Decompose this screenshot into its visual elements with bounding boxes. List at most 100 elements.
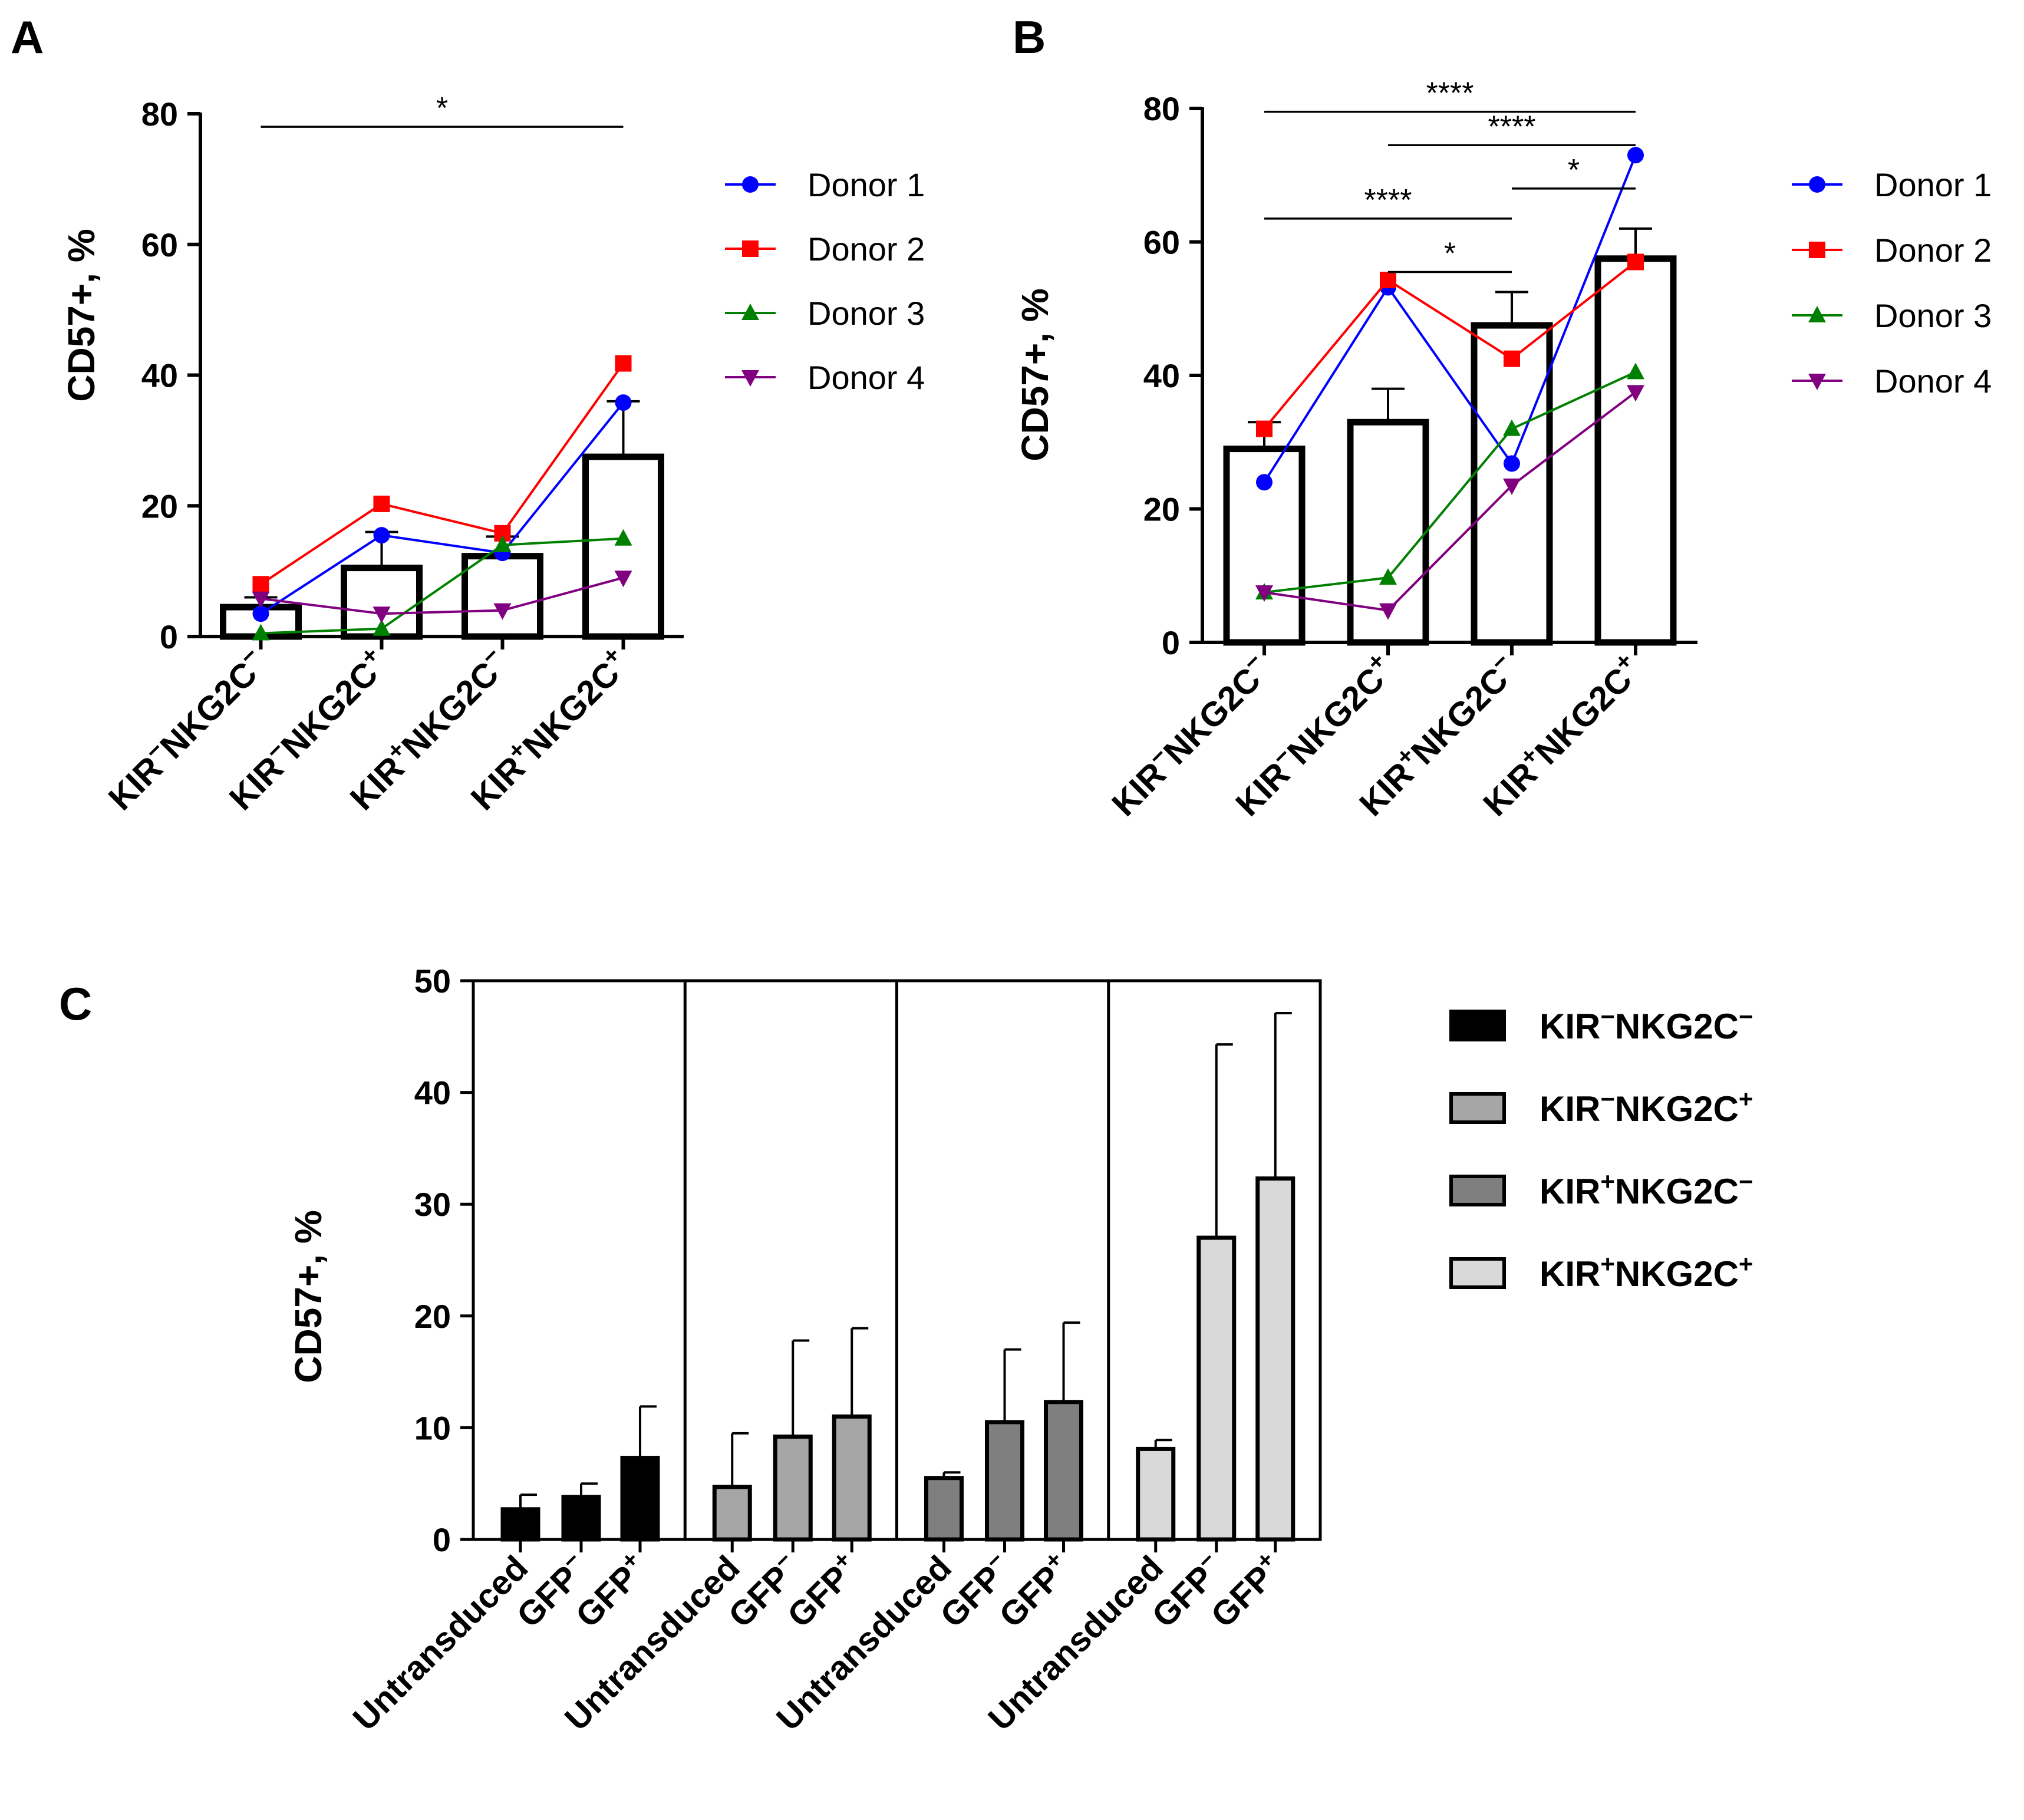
panel-b-series-donor-4-point	[1379, 603, 1397, 620]
panel-c-legend-swatch	[1449, 1092, 1506, 1124]
panel-a-y-tick-label: 20	[141, 487, 178, 525]
panel-c-bar	[773, 1435, 813, 1542]
panel-a-series-donor-1-point	[373, 527, 390, 544]
panel-c-y-tick-label: 50	[414, 962, 451, 1000]
panel-b-series-donor-2-point	[1627, 253, 1644, 271]
panel-c-y-tick-label: 30	[414, 1186, 451, 1223]
panel-a-legend-donor-1-marker	[742, 176, 759, 193]
panel-c-legend-label-kir: KIR	[1540, 1254, 1600, 1294]
panel-b-series-donor-2-point	[1256, 420, 1273, 437]
panel-b-series-donor-1-point	[1256, 474, 1273, 491]
panel-b-bar	[1471, 322, 1553, 646]
panel-a-series-donor-1-point	[615, 394, 632, 411]
panel-c-legend-swatch	[1449, 1010, 1506, 1041]
panel-a-legend-donor-1-label: Donor 1	[807, 166, 925, 203]
panel-a-y-tick-label: 80	[141, 95, 178, 133]
panel-c-legend-label-kir-sup: −	[1600, 1003, 1615, 1030]
panel-b-y-tick-label: 20	[1143, 491, 1180, 528]
panel-a-series-donor-4-point	[252, 591, 270, 608]
panel-a-bar	[582, 453, 664, 640]
panel-a-legend-donor-3-marker	[741, 304, 759, 320]
panel-b-y-tick-label: 80	[1143, 90, 1180, 127]
panel-a-legend-donor-2-marker	[742, 240, 759, 257]
panel-a-series-donor-2-point	[615, 355, 632, 372]
panel-b-significance-label: ****	[1364, 183, 1412, 217]
panel-b-significance-label: *	[1568, 153, 1580, 187]
panel-b-label: B	[1013, 11, 1046, 63]
panel-b-series-donor-4-line	[1264, 391, 1637, 612]
panel-c-legend-label: KIR+NKG2C+	[1540, 1250, 1753, 1294]
panel-a-series-donor-4-line	[261, 576, 624, 615]
panel-c-bar	[924, 1476, 964, 1542]
panel-c-bar	[1136, 1446, 1176, 1542]
panel-c-legend-swatch	[1449, 1175, 1506, 1206]
panel-a-series-donor-1-line	[260, 401, 625, 615]
panel-a-legend: Donor 1 Donor 2 Donor 3 Donor 4	[725, 166, 925, 396]
panel-c-legend-label-nkg2c-sup: +	[1739, 1250, 1753, 1278]
panel-a-series-donor-2-point	[373, 495, 390, 512]
panel-a-series-donor-4-point	[614, 571, 632, 588]
panel-a-y-tick-label: 40	[141, 357, 178, 394]
panel-a-series-donor-3-point	[614, 529, 632, 546]
panel-b-legend-donor-2-marker	[1809, 242, 1825, 258]
panel-c-bar	[561, 1495, 601, 1542]
panel-c-bar	[832, 1414, 872, 1542]
panel-a-label: A	[11, 11, 44, 63]
panel-c-legend-label-nkg2c-sup: +	[1739, 1085, 1753, 1113]
panel-b-series-donor-4-point	[1255, 585, 1273, 602]
panel-b-series-donor-3-point	[1627, 362, 1644, 380]
panel-b-legend-donor-1-marker	[1809, 176, 1825, 193]
panel-c-legend-label-kir-sup: −	[1600, 1085, 1615, 1113]
panel-c-legend-label-nkg2c-sup: −	[1739, 1168, 1753, 1195]
panel-b-significance-label: *	[1444, 236, 1456, 271]
panel-c-legend-label-nkg2c: NKG2C	[1615, 1254, 1739, 1294]
panel-a-series-donor-3-line	[261, 537, 624, 635]
panel-c-legend-swatch	[1449, 1257, 1506, 1289]
panel-c-legend-label-nkg2c: NKG2C	[1615, 1007, 1739, 1046]
panel-a-legend-donor-3-label: Donor 3	[807, 295, 925, 332]
panel-c-y-tick-label: 40	[414, 1074, 451, 1112]
panel-b-y-tick-label: 60	[1143, 224, 1180, 261]
panel-c-legend-label-kir-sup: +	[1600, 1250, 1615, 1278]
panel-b-legend-donor-1-label: Donor 1	[1874, 166, 1992, 203]
panel-c-legend-label-kir: KIR	[1540, 1172, 1600, 1211]
panel-a-series-donor-2-line	[260, 362, 625, 585]
panel-b-y-tick-label: 0	[1162, 624, 1180, 661]
panel-c-legend-label: KIR−NKG2C−	[1540, 1003, 1753, 1047]
panel-c-bar	[985, 1420, 1024, 1542]
panel-b-legend-donor-4-label: Donor 4	[1874, 362, 1992, 400]
panel-b-series-donor-1-point	[1627, 147, 1644, 164]
panel-c-label: C	[59, 978, 92, 1030]
panel-c-bar	[620, 1456, 660, 1542]
panel-c-y-axis-label: CD57+, %	[287, 1210, 329, 1383]
panel-a-series-donor-4-point	[373, 606, 391, 624]
panel-b-significance-label: ****	[1488, 110, 1536, 144]
panel-c-bar	[712, 1485, 752, 1542]
panel-b-series-donor-2-point	[1504, 350, 1520, 367]
panel-a-series-donor-3-point	[373, 619, 391, 636]
panel-b-y-axis-label: CD57+, %	[1014, 288, 1056, 461]
panel-b-series-donor-4-point	[1627, 385, 1644, 402]
panel-b-series-donor-1-point	[1504, 455, 1520, 472]
panel-b-significance-label: ****	[1426, 77, 1474, 111]
panel-a-series-donor-1-point	[252, 605, 269, 622]
panel-a-legend-donor-2-label: Donor 2	[807, 230, 925, 268]
panel-b-y-tick-label: 40	[1143, 357, 1180, 394]
panel-b-series-donor-2-line	[1263, 261, 1637, 430]
panel-b-legend-donor-4-marker	[1808, 374, 1826, 390]
panel-b-series-donor-4-point	[1503, 478, 1521, 495]
panel-a-series-donor-2-point	[252, 576, 269, 593]
panel-c-legend-label-nkg2c: NKG2C	[1615, 1089, 1739, 1129]
panel-c-legend-label-kir: KIR	[1540, 1089, 1600, 1129]
panel-c-bar	[1044, 1400, 1083, 1542]
panel-b-series-donor-3-line	[1264, 371, 1636, 594]
panel-c-legend-label-kir-sup: +	[1600, 1168, 1615, 1195]
panel-c-legend-label: KIR+NKG2C−	[1540, 1168, 1753, 1212]
panel-c-bar	[1196, 1235, 1237, 1542]
panel-b-legend-donor-3-label: Donor 3	[1874, 297, 1992, 334]
panel-c-y-tick-label: 0	[433, 1521, 451, 1558]
panel-a-significance-label: *	[436, 91, 448, 126]
panel-a-y-axis-label: CD57+, %	[60, 229, 103, 401]
